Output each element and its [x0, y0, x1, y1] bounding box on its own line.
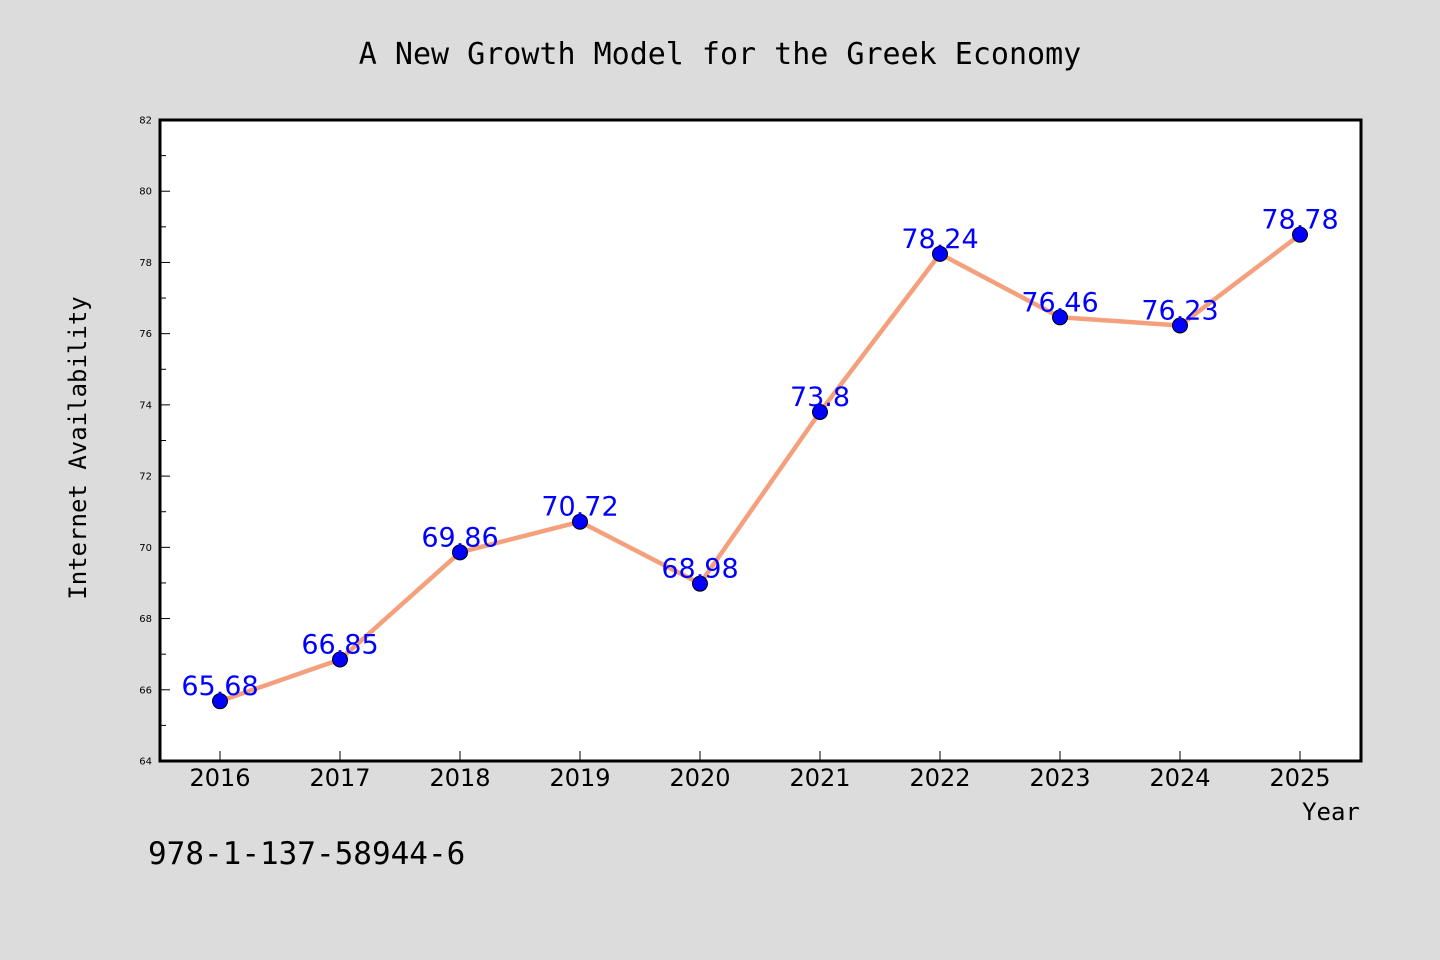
- isbn-annotation: 978-1-137-58944-6: [148, 836, 465, 872]
- data-label: 76.46: [1021, 287, 1098, 318]
- y-tick-label: 80: [139, 187, 152, 198]
- data-point: [1172, 317, 1188, 334]
- plot-area: [160, 120, 1361, 761]
- x-tick-label: 2025: [1269, 764, 1330, 792]
- y-tick-label: 68: [139, 614, 152, 625]
- x-axis-label: Year: [1302, 798, 1360, 826]
- x-tick-label: 2024: [1149, 764, 1210, 792]
- data-point: [212, 693, 228, 710]
- data-point: [1052, 309, 1068, 326]
- x-tick-label: 2021: [789, 764, 850, 792]
- chart-title: A New Growth Model for the Greek Economy: [359, 37, 1081, 72]
- x-axis: 2016 2017 2018 2019 2020 2021 2022 2023 2024 2025: [189, 751, 1331, 792]
- y-tick-label: 66: [139, 685, 152, 696]
- data-point: [1292, 226, 1308, 243]
- data-point: [812, 404, 828, 421]
- data-point: [572, 513, 588, 530]
- data-label: 65.68: [181, 671, 258, 702]
- data-point: [932, 245, 948, 262]
- x-tick-label: 2020: [669, 764, 730, 792]
- series-layer: [212, 226, 1308, 710]
- data-label: 69.86: [421, 522, 498, 553]
- y-tick-label: 64: [139, 757, 152, 768]
- data-label: 78.24: [901, 224, 978, 255]
- data-point: [332, 651, 348, 668]
- data-point: [692, 575, 708, 592]
- series-line: [217, 232, 1303, 704]
- y-tick-label: 78: [139, 258, 152, 269]
- x-tick-label: 2022: [909, 764, 970, 792]
- x-tick-label: 2019: [549, 764, 610, 792]
- data-label: 68.98: [661, 554, 738, 585]
- x-tick-label: 2023: [1029, 764, 1090, 792]
- y-tick-label: 74: [139, 400, 152, 411]
- x-tick-label: 2017: [309, 764, 370, 792]
- y-tick-label: 82: [139, 116, 152, 127]
- y-tick-label: 76: [139, 329, 152, 340]
- data-label: 76.23: [1141, 295, 1218, 326]
- plot-frame: [158, 118, 1363, 763]
- y-axis: 64 66 68 70 72 74 76 78 80 82: [139, 116, 170, 768]
- data-labels: 65.68 66.85 69.86 70.72 68.98 73.8 78.24 76.46 7…: [181, 205, 1338, 703]
- data-label: 78.78: [1261, 205, 1338, 236]
- data-label: 66.85: [301, 630, 378, 661]
- data-label: 73.8: [790, 382, 850, 413]
- y-tick-label: 72: [139, 472, 152, 483]
- y-tick-label: 70: [139, 543, 152, 554]
- y-axis-label: Internet Availability: [64, 296, 92, 599]
- x-tick-label: 2018: [429, 764, 490, 792]
- data-point: [452, 544, 468, 561]
- data-label: 70.72: [541, 492, 618, 523]
- x-tick-label: 2016: [189, 764, 250, 792]
